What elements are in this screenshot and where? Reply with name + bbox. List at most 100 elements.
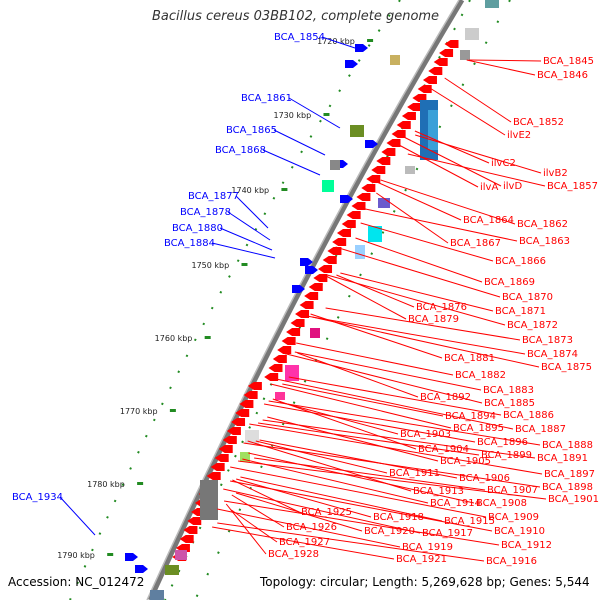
reverse-gene-arrow	[428, 67, 443, 75]
reverse-gene-label: BCA_1914	[430, 498, 481, 509]
reverse-gene-arrow	[281, 337, 296, 345]
reverse-leader-line	[424, 84, 506, 136]
reverse-gene-label: BCA_1905	[440, 456, 491, 467]
reverse-gene-arrow	[268, 364, 283, 372]
feature-box	[175, 550, 187, 560]
reverse-leader-line	[325, 307, 521, 341]
forward-gene-label: BCA_1861	[241, 93, 292, 104]
tick-mark	[169, 409, 176, 412]
reverse-leader-line	[235, 492, 363, 532]
reverse-gene-arrow	[210, 463, 225, 471]
feature-box	[322, 180, 334, 192]
reverse-gene-arrow	[304, 292, 319, 300]
reverse-gene-arrow	[218, 445, 233, 453]
forward-leader-line	[273, 129, 326, 156]
reverse-leader-line	[243, 442, 541, 488]
forward-gene-label: BCA_1880	[172, 223, 223, 234]
reverse-gene-arrow	[356, 193, 371, 201]
feature-box	[150, 590, 164, 600]
reverse-gene-arrow	[183, 526, 198, 534]
reverse-gene-label: BCA_1887	[515, 424, 566, 435]
reverse-leader-line	[279, 401, 399, 435]
forward-gene-arrow	[300, 258, 313, 266]
reverse-leader-line	[444, 77, 512, 123]
forward-gene-label: BCA_1865	[226, 125, 277, 136]
reverse-gene-label: BCA_1876	[416, 302, 467, 313]
reverse-gene-arrow	[299, 301, 314, 309]
reverse-gene-arrow	[336, 229, 351, 237]
reverse-gene-arrow	[361, 184, 376, 192]
forward-gene-arrow	[135, 565, 148, 573]
reverse-gene-label: BCA_1913	[413, 486, 464, 497]
reverse-gene-arrow	[277, 346, 292, 354]
feature-box	[368, 226, 382, 242]
reverse-gene-label: BCA_1917	[422, 528, 473, 539]
reverse-gene-arrow	[226, 427, 241, 435]
reverse-gene-arrow	[286, 328, 301, 336]
tick-mark	[323, 113, 330, 116]
forward-gene-arrow	[355, 44, 368, 52]
feature-box	[200, 480, 218, 520]
reverse-gene-arrow	[386, 139, 401, 147]
accession-label: Accession: NC_012472	[8, 575, 145, 589]
reverse-gene-label: BCA_1897	[544, 469, 595, 480]
reverse-gene-label: BCA_1925	[301, 507, 352, 518]
reverse-gene-label: BCA_1911	[389, 468, 440, 479]
reverse-gene-label: BCA_1894	[445, 411, 496, 422]
forward-gene-arrow	[305, 266, 318, 274]
reverse-gene-label: BCA_1863	[519, 236, 570, 247]
reverse-gene-arrow	[295, 310, 310, 318]
forward-gene-arrow	[365, 140, 378, 148]
reverse-leader-line	[395, 142, 479, 188]
forward-gene-label: BCA_1884	[164, 238, 215, 249]
reverse-gene-arrow	[318, 265, 333, 273]
reverse-leader-line	[288, 376, 502, 416]
reverse-gene-label: BCA_1874	[527, 349, 578, 360]
reverse-gene-label: BCA_1908	[476, 498, 527, 509]
feature-box	[330, 160, 340, 170]
reverse-leader-line	[223, 500, 500, 546]
reverse-gene-label: BCA_1882	[455, 370, 506, 381]
tick-label: 1760 kbp	[155, 334, 193, 343]
forward-gene-label: BCA_1854	[274, 32, 325, 43]
reverse-leader-line	[270, 383, 452, 429]
feature-box	[460, 50, 470, 60]
reverse-gene-label: BCA_1907	[487, 485, 538, 496]
forward-leader-line	[235, 195, 269, 229]
reverse-gene-arrow	[290, 319, 305, 327]
reverse-leader-line	[376, 192, 449, 244]
reverse-leader-line	[257, 422, 480, 456]
reverse-gene-arrow	[381, 148, 396, 156]
tick-label: 1730 kbp	[273, 111, 311, 120]
reverse-gene-label: BCA_1873	[522, 335, 573, 346]
reverse-leader-line	[255, 440, 388, 474]
reverse-leader-line	[306, 315, 526, 355]
reverse-gene-arrow	[308, 283, 323, 291]
reverse-gene-label: BCA_1927	[279, 537, 330, 548]
feature-box	[378, 198, 390, 208]
reverse-gene-arrow	[407, 103, 422, 111]
tick-label: 1740 kbp	[231, 186, 269, 195]
reverse-gene-arrow	[214, 454, 229, 462]
reverse-leader-line	[223, 488, 421, 534]
reverse-gene-label: BCA_1869	[484, 277, 535, 288]
feature-box	[275, 392, 285, 400]
reverse-leader-line	[276, 378, 514, 430]
reverse-gene-arrow	[206, 472, 221, 480]
reverse-leader-line	[296, 342, 454, 376]
reverse-gene-arrow	[444, 40, 459, 48]
reverse-gene-label: BCA_1926	[286, 522, 337, 533]
inner-tick-track	[69, 0, 401, 600]
reverse-gene-arrow	[247, 382, 262, 390]
reverse-gene-label: BCA_1867	[450, 238, 501, 249]
forward-gene-arrow	[345, 60, 358, 68]
forward-gene-arrow	[292, 285, 305, 293]
reverse-gene-arrow	[322, 256, 337, 264]
reverse-leader-line	[401, 135, 502, 187]
reverse-gene-label: BCA_1885	[484, 398, 535, 409]
forward-gene-label: BCA_1878	[180, 207, 231, 218]
reverse-gene-arrow	[313, 274, 328, 282]
reverse-leader-line	[360, 222, 494, 262]
feature-box	[310, 328, 320, 338]
reverse-leader-line	[242, 458, 429, 504]
